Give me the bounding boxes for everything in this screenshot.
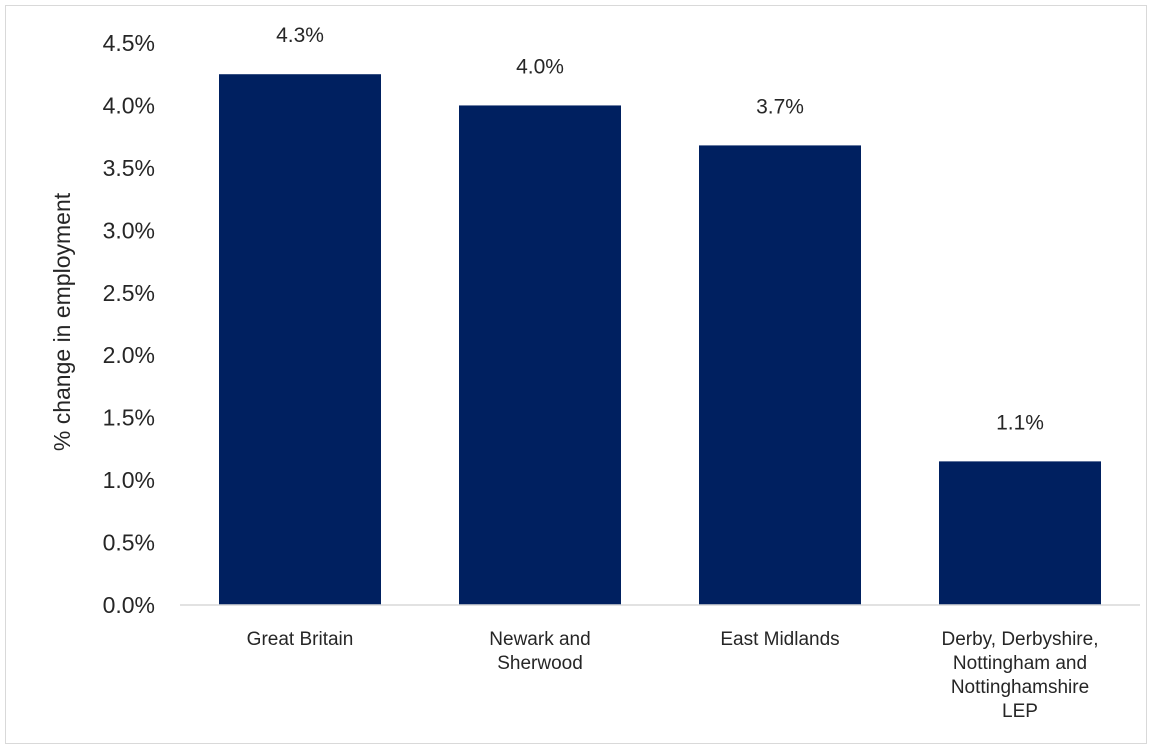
y-axis-ticks: 0.0% 0.5% 1.0% 1.5% 2.0% 2.5% 3.0% 3.5% 4.0% 4.5% (103, 30, 155, 618)
bar (459, 105, 621, 605)
y-tick-label: 2.0% (103, 342, 155, 368)
data-labels: 4.3% 4.0% 3.7% 1.1% (276, 24, 1044, 434)
x-category-label: Sherwood (497, 653, 583, 674)
x-category-label: Derby, Derbyshire, (942, 629, 1099, 650)
x-category-label: Great Britain (247, 629, 354, 650)
bar (699, 145, 861, 606)
y-tick-label: 3.0% (103, 217, 155, 243)
y-tick-label: 0.0% (103, 592, 155, 618)
y-tick-label: 0.5% (103, 530, 155, 556)
x-category-label: East Midlands (720, 629, 839, 650)
x-category-label: Newark and (489, 629, 590, 650)
bar-data-label: 3.7% (756, 95, 804, 118)
bar-data-label: 4.3% (276, 24, 324, 47)
x-category-label: LEP (1002, 701, 1038, 722)
bar (939, 461, 1101, 605)
y-tick-label: 1.0% (103, 467, 155, 493)
y-tick-label: 4.0% (103, 92, 155, 118)
bars (219, 74, 1101, 606)
y-tick-label: 3.5% (103, 155, 155, 181)
x-category-label: Nottinghamshire (951, 677, 1089, 698)
y-tick-label: 2.5% (103, 280, 155, 306)
y-axis-title: % change in employment (49, 192, 75, 451)
x-category-label: Nottingham and (953, 653, 1087, 674)
y-tick-label: 1.5% (103, 405, 155, 431)
category-labels: Great Britain Newark and Sherwood East Midl… (247, 629, 1099, 722)
bar-data-label: 4.0% (516, 55, 564, 78)
bar-data-label: 1.1% (996, 411, 1044, 434)
y-tick-label: 4.5% (103, 30, 155, 56)
bar (219, 74, 381, 605)
